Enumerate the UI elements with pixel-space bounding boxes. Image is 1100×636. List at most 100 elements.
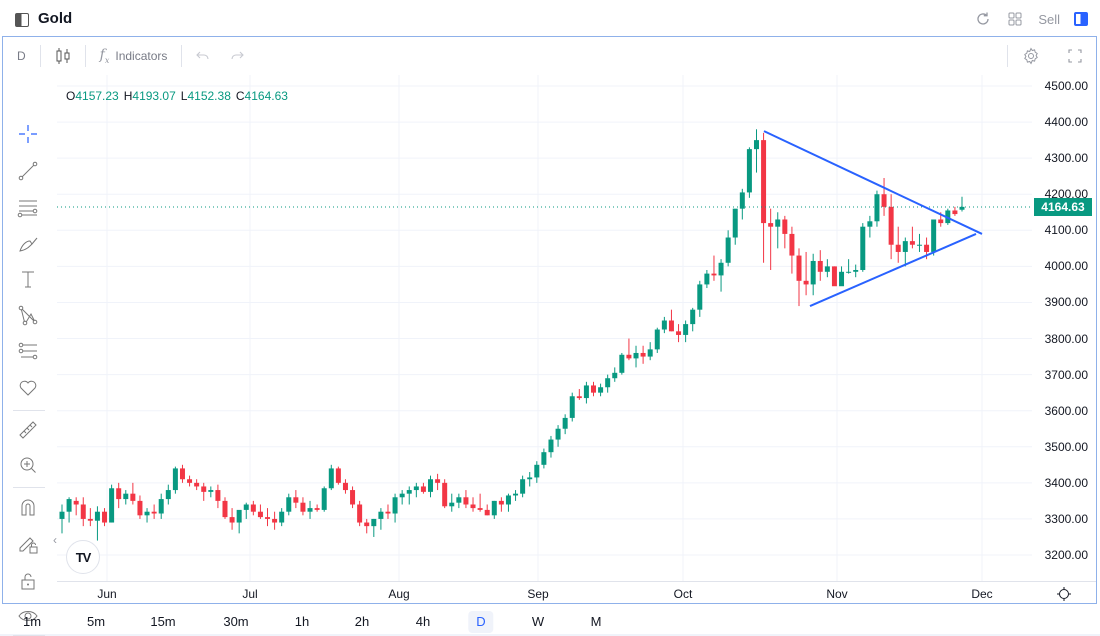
candle-body xyxy=(902,241,908,252)
legend-close: C4164.63 xyxy=(235,89,288,103)
settings-button[interactable] xyxy=(1008,37,1054,75)
parallel-channel-icon[interactable] xyxy=(17,196,39,218)
candle-body xyxy=(371,518,377,527)
interval-1m[interactable]: 1m xyxy=(22,614,42,629)
ohlc-legend: O4157.23 H4193.07 L4152.38 C4164.63 xyxy=(66,89,288,103)
sidebar-toggle-icon[interactable] xyxy=(15,13,29,27)
sun-settings-icon xyxy=(1057,586,1071,601)
candle-body xyxy=(215,490,221,501)
candle-body xyxy=(520,479,526,494)
candle-body xyxy=(605,378,611,388)
interval-4h[interactable]: 4h xyxy=(415,614,431,629)
candle-body xyxy=(272,518,278,523)
undo-button[interactable] xyxy=(182,37,220,75)
eye-icon[interactable] xyxy=(17,605,39,627)
interval-1h[interactable]: 1h xyxy=(294,614,310,629)
candle-body xyxy=(555,428,561,440)
candle-body xyxy=(853,269,859,272)
candle-body xyxy=(187,479,193,483)
candle-body xyxy=(399,493,405,498)
candle-body xyxy=(569,396,575,418)
favorite-icon[interactable] xyxy=(17,376,39,398)
indicators-button[interactable]: fx Indicators xyxy=(86,37,182,75)
interval-5m[interactable]: 5m xyxy=(86,614,106,629)
legend-low: L4152.38 xyxy=(180,89,231,103)
pattern-icon[interactable] xyxy=(17,304,39,326)
sell-button[interactable]: Sell xyxy=(1038,11,1060,27)
legend-high: H4193.07 xyxy=(123,89,176,103)
candle-body xyxy=(413,486,419,491)
candle-body xyxy=(598,387,604,393)
interval-2h[interactable]: 2h xyxy=(354,614,370,629)
candle-body xyxy=(102,511,108,523)
chart-type-button[interactable] xyxy=(41,37,85,75)
time-axis[interactable]: Jun Jul Aug Sep Oct Nov Dec xyxy=(57,581,1032,605)
candle-body xyxy=(753,140,759,150)
crosshair-icon[interactable] xyxy=(17,123,39,145)
zoom-in-icon[interactable] xyxy=(17,454,39,476)
candle-body xyxy=(690,309,696,325)
refresh-icon[interactable] xyxy=(974,10,992,28)
candle-body xyxy=(633,352,639,359)
candle-body xyxy=(668,320,674,332)
candle-body xyxy=(697,284,703,310)
lock-drawing-icon[interactable] xyxy=(17,533,39,555)
text-icon[interactable] xyxy=(17,268,39,290)
candle-body xyxy=(392,497,398,514)
candle-body xyxy=(300,502,306,512)
undo-icon xyxy=(196,51,209,60)
ruler-icon[interactable] xyxy=(17,419,39,441)
price-axis[interactable]: 4500.00 4400.00 4300.00 4200.00 4100.00 4000.… xyxy=(1032,75,1096,581)
trend-line-icon[interactable] xyxy=(17,160,39,182)
fx-icon: fx xyxy=(99,47,110,65)
time-tick: Aug xyxy=(388,587,410,601)
candlestick-chart[interactable] xyxy=(57,75,1032,581)
price-tick: 4000.00 xyxy=(1044,259,1088,274)
brush-icon[interactable] xyxy=(17,233,39,255)
candle-body xyxy=(619,354,625,373)
candle-body xyxy=(513,493,519,496)
candle-body xyxy=(874,194,880,222)
magnet-icon[interactable] xyxy=(17,496,39,518)
interval-D[interactable]: D xyxy=(468,611,494,633)
price-tick: 3900.00 xyxy=(1044,295,1088,310)
trendline[interactable] xyxy=(809,232,977,307)
collapse-toolbar-icon[interactable]: ‹ xyxy=(53,533,57,547)
price-tick: 3400.00 xyxy=(1044,475,1088,490)
trendline[interactable] xyxy=(763,130,983,235)
interval-W[interactable]: W xyxy=(531,614,545,629)
interval-M[interactable]: M xyxy=(590,614,602,629)
fullscreen-button[interactable] xyxy=(1054,37,1096,75)
candle-body xyxy=(208,490,214,492)
candle-body xyxy=(761,140,767,224)
tradingview-logo[interactable]: TV xyxy=(66,540,100,574)
time-tick: Oct xyxy=(673,587,693,601)
indicators-label: Indicators xyxy=(115,49,168,63)
candle-body xyxy=(307,508,313,512)
redo-button[interactable] xyxy=(220,37,254,75)
candle-body xyxy=(718,262,724,276)
interval-15m[interactable]: 15m xyxy=(150,614,176,629)
candle-body xyxy=(846,271,852,273)
interval-30m[interactable]: 30m xyxy=(223,614,249,629)
candle-body xyxy=(236,509,242,523)
candle-body xyxy=(860,226,866,270)
axis-settings-button[interactable] xyxy=(1032,581,1096,605)
candle-body xyxy=(704,273,710,285)
toolbar-divider xyxy=(84,45,86,67)
candle-body xyxy=(725,237,731,263)
candle-body xyxy=(541,452,547,465)
toolbar-divider xyxy=(13,487,45,488)
fib-icon[interactable] xyxy=(17,340,39,362)
interval-button[interactable]: D xyxy=(3,37,40,75)
fullscreen-icon xyxy=(1068,49,1082,63)
candle-body xyxy=(229,517,235,523)
candle-body xyxy=(165,490,171,500)
candle-body xyxy=(612,372,618,379)
candle-body xyxy=(328,468,334,489)
chart-pane[interactable] xyxy=(57,75,1032,581)
panel-toggle-icon[interactable] xyxy=(1074,12,1088,26)
grid-layout-icon[interactable] xyxy=(1006,10,1024,28)
lock-icon[interactable] xyxy=(17,570,39,592)
candle-body xyxy=(364,522,370,527)
